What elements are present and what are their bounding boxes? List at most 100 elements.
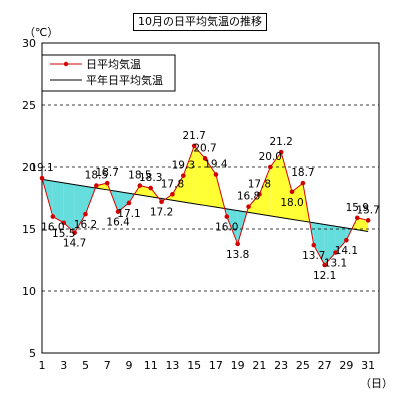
data-point-marker bbox=[202, 156, 208, 161]
data-point-marker bbox=[322, 262, 327, 268]
data-label: 17.2 bbox=[150, 207, 173, 219]
data-point-marker bbox=[344, 237, 349, 243]
x-tick-label: 21 bbox=[252, 359, 266, 372]
data-label: 17.1 bbox=[117, 208, 140, 220]
data-point-marker bbox=[115, 209, 121, 214]
fill-below-normal bbox=[52, 181, 64, 223]
data-label: 16.8 bbox=[237, 191, 260, 203]
data-label: 18.5 bbox=[128, 170, 151, 182]
data-point-marker bbox=[246, 204, 251, 209]
data-label: 15.9 bbox=[346, 202, 369, 214]
y-tick-label: 20 bbox=[22, 161, 36, 174]
data-point-marker bbox=[235, 241, 240, 247]
x-tick-label: 7 bbox=[104, 359, 111, 372]
data-label: 20.0 bbox=[259, 151, 282, 163]
x-tick-label: 17 bbox=[209, 359, 223, 372]
y-tick-label: 25 bbox=[22, 99, 36, 112]
x-tick-label: 23 bbox=[274, 359, 288, 372]
data-point-marker bbox=[50, 214, 56, 219]
data-point-marker bbox=[94, 183, 99, 188]
data-labels-group: 19.116.015.514.716.218.518.716.417.118.5… bbox=[30, 130, 380, 282]
x-tick-label: 31 bbox=[361, 359, 375, 372]
fill-below-normal bbox=[63, 182, 75, 233]
data-label: 12.1 bbox=[313, 270, 336, 282]
fill-below-normal bbox=[324, 224, 336, 265]
data-point-marker bbox=[191, 143, 197, 149]
data-label: 19.3 bbox=[172, 160, 195, 172]
data-point-marker bbox=[213, 172, 219, 177]
y-tick-labels: 5 10 15 20 25 30 bbox=[22, 37, 36, 360]
data-point-marker bbox=[181, 173, 186, 178]
legend-actual-marker bbox=[63, 61, 69, 67]
data-point-marker bbox=[39, 175, 45, 181]
fill-above-normal bbox=[270, 152, 282, 218]
data-label: 21.7 bbox=[182, 130, 205, 142]
data-label: 18.7 bbox=[96, 167, 119, 179]
data-point-marker bbox=[278, 149, 284, 155]
data-point-marker bbox=[333, 250, 338, 255]
legend-actual-label: 日平均気温 bbox=[86, 57, 141, 71]
data-point-marker bbox=[137, 183, 143, 188]
x-axis-label: （日） bbox=[360, 377, 393, 390]
data-label: 15.7 bbox=[356, 204, 379, 216]
data-point-marker bbox=[354, 215, 360, 221]
fill-above-normal bbox=[172, 175, 184, 202]
data-point-marker bbox=[257, 191, 262, 197]
data-point-marker bbox=[267, 164, 273, 170]
data-point-marker bbox=[289, 189, 295, 195]
x-tick-label: 9 bbox=[125, 359, 132, 372]
normal-line-group bbox=[41, 178, 369, 232]
fill-above-normal bbox=[139, 185, 151, 197]
data-label: 16.4 bbox=[106, 217, 130, 229]
fill-above-normal bbox=[357, 217, 369, 232]
data-label: 20.7 bbox=[193, 142, 216, 154]
data-label: 17.8 bbox=[248, 178, 271, 190]
data-label: 18.7 bbox=[291, 167, 314, 179]
y-axis-label: （℃） bbox=[24, 26, 58, 39]
markers-group bbox=[39, 143, 371, 268]
data-point-marker bbox=[61, 220, 67, 226]
data-point-marker bbox=[311, 242, 317, 248]
fill-above-normal bbox=[259, 167, 271, 216]
fill-below-normal bbox=[74, 184, 86, 233]
x-tick-label: 15 bbox=[187, 359, 201, 372]
fill-below-normal bbox=[118, 191, 129, 212]
x-tick-label: 25 bbox=[296, 359, 310, 372]
fill-below-normal bbox=[313, 222, 325, 265]
data-point-marker bbox=[300, 180, 306, 186]
x-tick-label: 29 bbox=[339, 359, 353, 372]
data-label: 19.4 bbox=[204, 158, 228, 170]
data-label: 17.8 bbox=[161, 178, 184, 190]
data-point-marker bbox=[148, 185, 154, 191]
data-label: 13.8 bbox=[226, 249, 249, 261]
data-label: 13.1 bbox=[324, 258, 347, 270]
data-point-marker bbox=[170, 191, 175, 197]
y-tick-label: 30 bbox=[22, 37, 36, 50]
y-tick-label: 5 bbox=[29, 347, 36, 360]
legend: 日平均気温 平年日平均気温 bbox=[41, 54, 176, 92]
y-tick-label: 10 bbox=[22, 285, 36, 298]
data-label: 14.1 bbox=[335, 245, 358, 257]
chart-title: 10月の日平均気温の推移 bbox=[133, 13, 267, 31]
x-tick-label: 19 bbox=[231, 359, 245, 372]
x-tick-label: 27 bbox=[318, 359, 332, 372]
fill-below-normal bbox=[226, 208, 238, 244]
data-label: 15.5 bbox=[52, 228, 75, 240]
data-point-marker bbox=[224, 214, 230, 219]
data-label: 13.7 bbox=[302, 250, 325, 262]
fill-above-normal bbox=[292, 183, 303, 222]
y-tick-label: 15 bbox=[22, 223, 36, 236]
x-tick-label: 1 bbox=[39, 359, 46, 372]
data-point-marker bbox=[72, 230, 77, 236]
data-label: 18.3 bbox=[139, 172, 162, 184]
data-point-marker bbox=[83, 211, 88, 217]
data-point-marker bbox=[159, 199, 164, 205]
fill-above-normal bbox=[248, 194, 260, 215]
plot-area-border bbox=[41, 42, 380, 354]
data-label: 19.1 bbox=[30, 162, 53, 174]
data-label: 21.2 bbox=[269, 136, 292, 148]
fill-below-normal bbox=[335, 226, 347, 253]
legend-box bbox=[41, 54, 176, 92]
x-tick-label: 3 bbox=[60, 359, 67, 372]
